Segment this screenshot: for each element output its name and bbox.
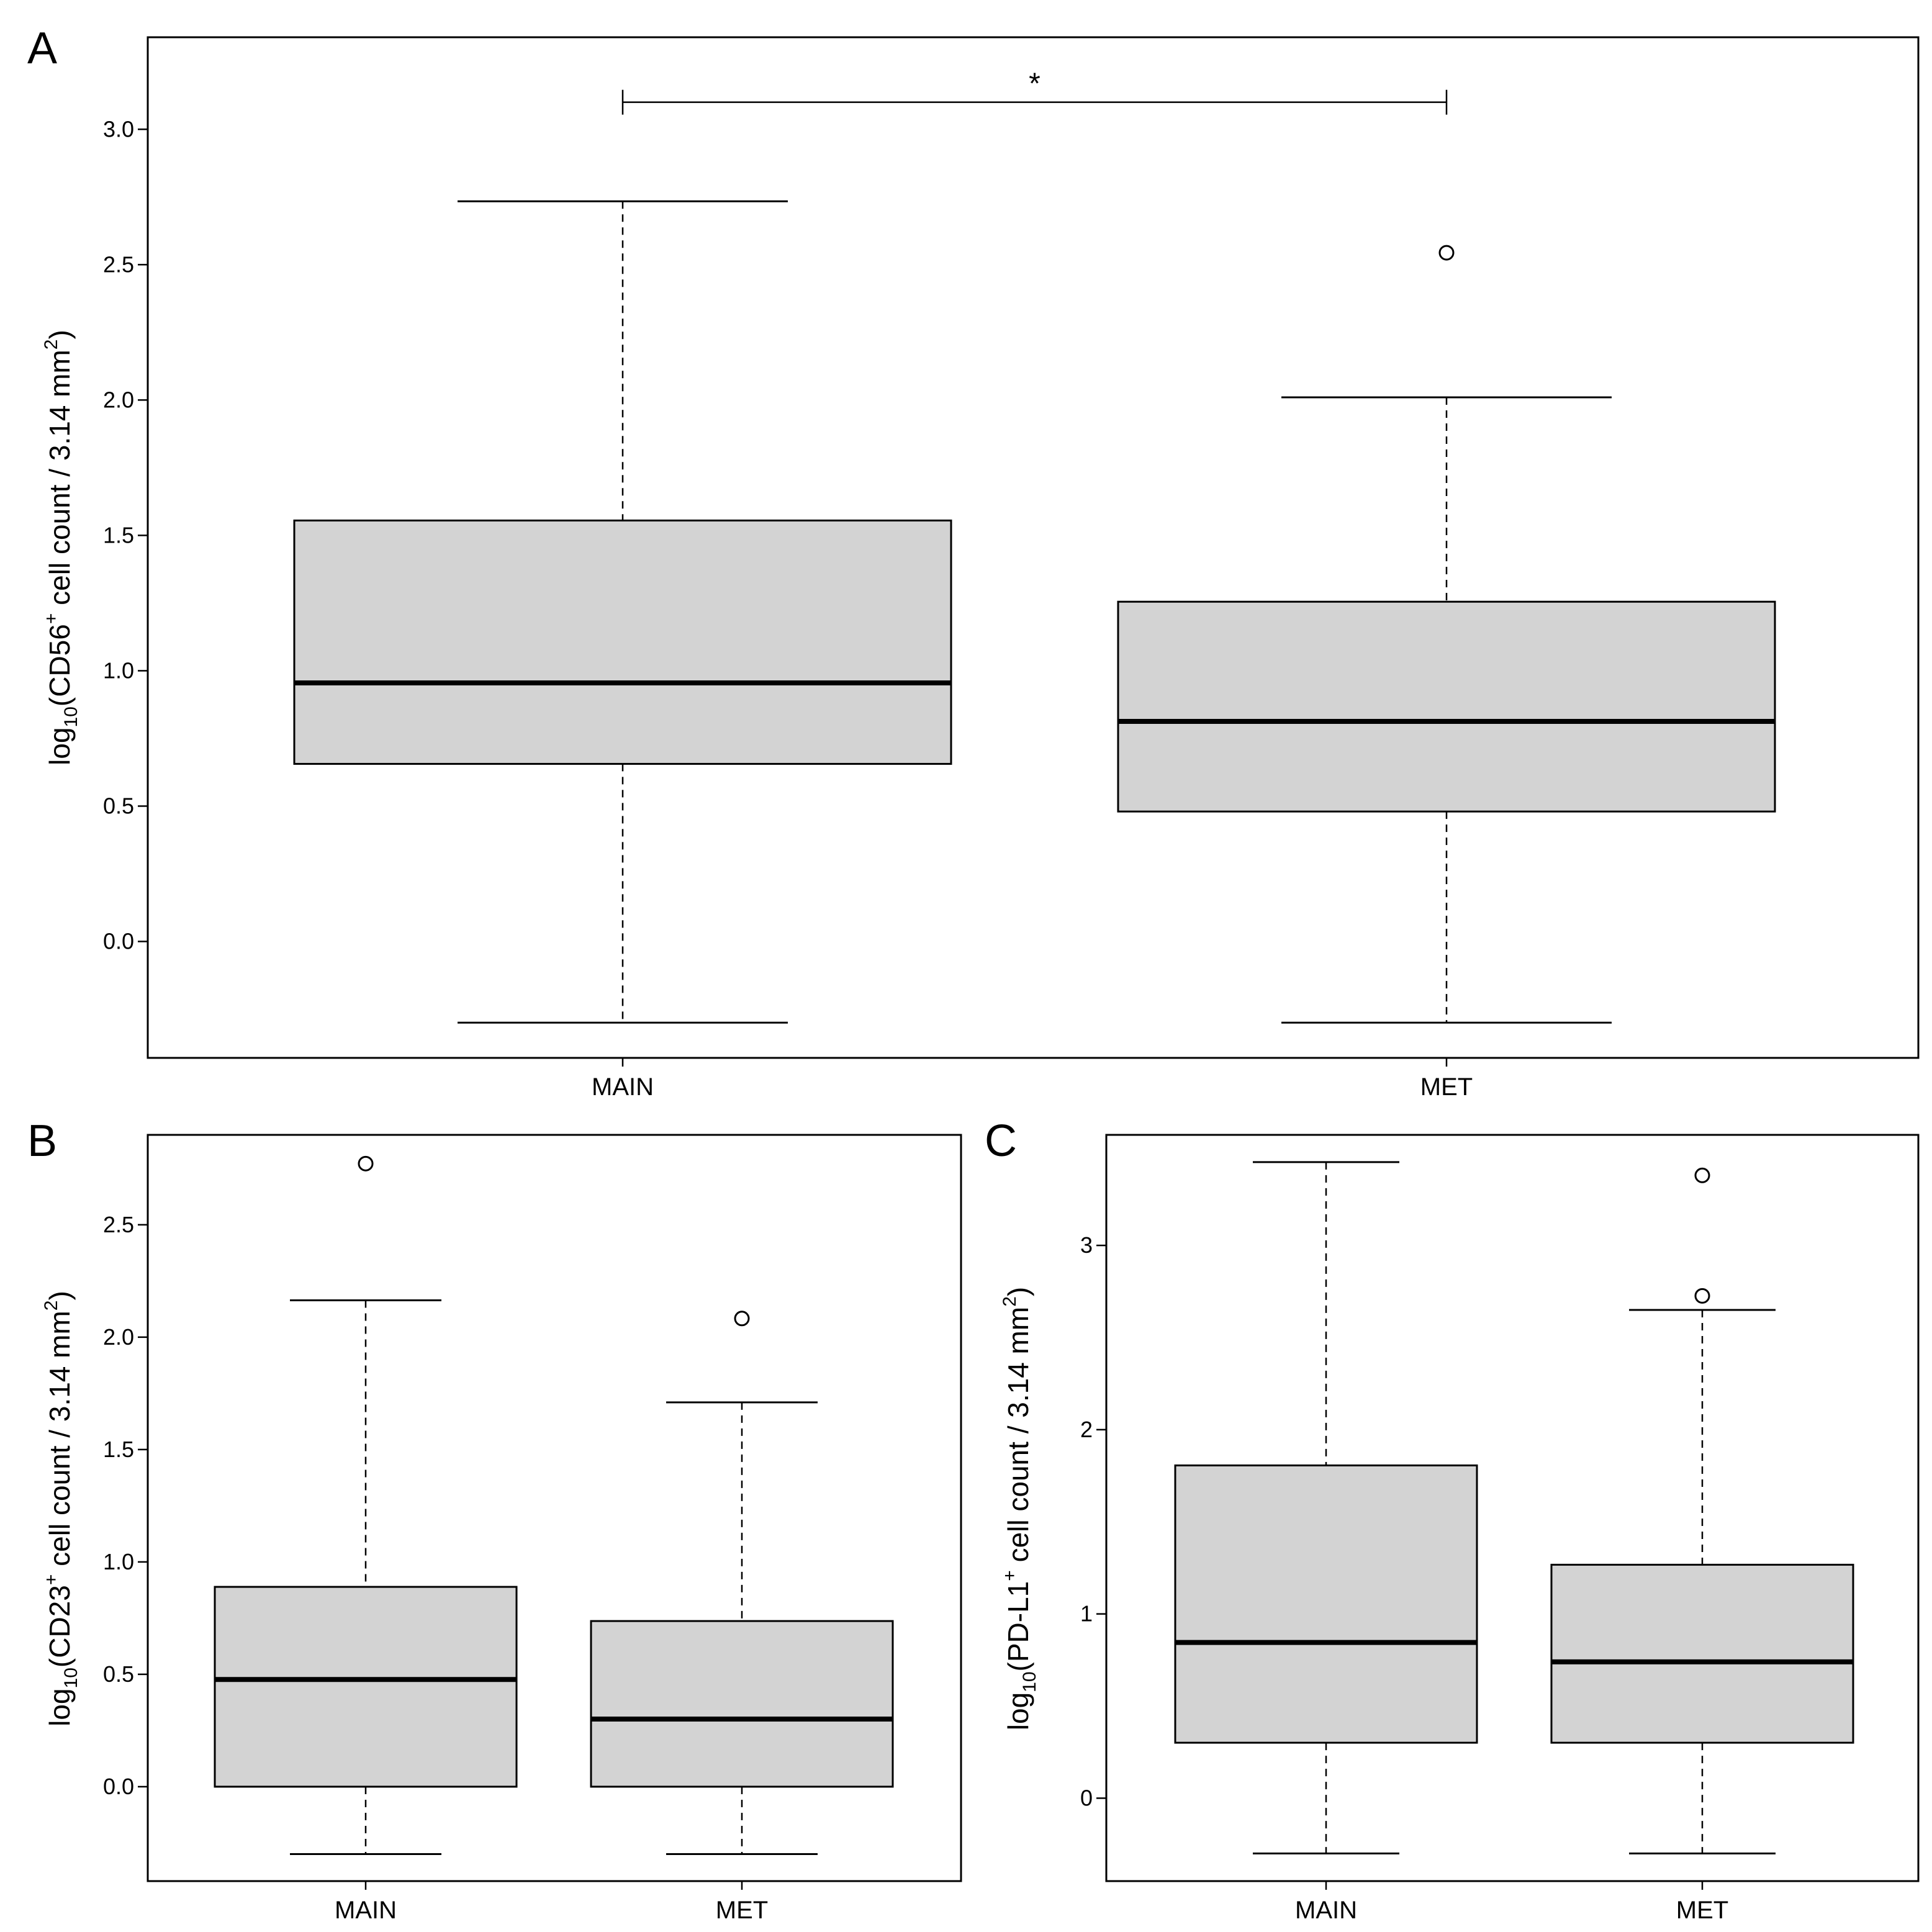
outlier-point bbox=[1438, 245, 1455, 261]
x-category-label: MET bbox=[716, 1897, 768, 1924]
y-tick-label: 0.0 bbox=[103, 1774, 134, 1799]
y-axis-label-b: log10(CD23+ cell count / 3.14 mm2) bbox=[41, 1291, 81, 1727]
box-iqr bbox=[590, 1620, 894, 1788]
y-tick-label: 2.0 bbox=[103, 387, 134, 412]
x-categories-b: MAIN MET bbox=[335, 1881, 768, 1924]
box-iqr bbox=[1174, 1464, 1478, 1744]
panel-c: C log10(PD-L1+ cell count / 3.14 mm2) 0 1… bbox=[985, 1116, 1920, 1924]
plot-frame-c bbox=[1105, 1134, 1920, 1882]
y-axis-label-c: log10(PD-L1+ cell count / 3.14 mm2) bbox=[1000, 1287, 1040, 1730]
y-tick-label: 0.0 bbox=[103, 928, 134, 954]
y-ticks-c: 0 1 2 3 bbox=[1080, 1232, 1106, 1810]
x-category-label: MAIN bbox=[1295, 1897, 1357, 1924]
outlier-point bbox=[1694, 1167, 1710, 1183]
significance-label: * bbox=[1029, 68, 1040, 101]
y-tick-label: 1.5 bbox=[103, 522, 134, 548]
box-iqr bbox=[1117, 600, 1776, 813]
y-tick-label: 0.5 bbox=[103, 793, 134, 818]
y-tick-label: 1.0 bbox=[103, 657, 134, 683]
boxes-a bbox=[293, 200, 1776, 1024]
significance-a: * bbox=[621, 68, 1448, 115]
plot-frame-b bbox=[147, 1134, 962, 1882]
y-tick-label: 2.0 bbox=[103, 1324, 134, 1350]
plot-frame-a bbox=[147, 36, 1920, 1059]
x-category-label: MAIN bbox=[335, 1897, 397, 1924]
y-tick-label: 2.5 bbox=[103, 1212, 134, 1237]
box-iqr bbox=[214, 1586, 518, 1788]
y-tick-label: 0 bbox=[1080, 1785, 1093, 1810]
y-tick-label: 0.5 bbox=[103, 1661, 134, 1687]
y-axis-label-a: log10(CD56+ cell count / 3.14 mm2) bbox=[41, 330, 81, 765]
x-categories-a: MAIN MET bbox=[592, 1058, 1473, 1101]
x-category-label: MET bbox=[1676, 1897, 1728, 1924]
panel-letter-a: A bbox=[27, 24, 57, 73]
x-category-label: MAIN bbox=[592, 1073, 654, 1101]
boxes-c bbox=[1174, 1161, 1854, 1854]
panel-letter-b: B bbox=[27, 1116, 57, 1166]
outlier-point bbox=[734, 1311, 750, 1327]
y-tick-label: 1 bbox=[1080, 1601, 1093, 1627]
y-tick-label: 3 bbox=[1080, 1232, 1093, 1258]
y-tick-label: 2 bbox=[1080, 1417, 1093, 1442]
boxes-b bbox=[214, 1155, 894, 1856]
x-category-label: MET bbox=[1420, 1073, 1473, 1101]
outlier-point bbox=[1694, 1288, 1710, 1304]
y-ticks-a: 0.0 0.5 1.0 1.5 2.0 2.5 3.0 bbox=[103, 116, 148, 954]
box-iqr bbox=[1550, 1563, 1854, 1744]
y-tick-label: 1.0 bbox=[103, 1549, 134, 1574]
box-iqr bbox=[293, 519, 952, 765]
x-categories-c: MAIN MET bbox=[1295, 1881, 1728, 1924]
y-tick-label: 2.5 bbox=[103, 251, 134, 277]
y-ticks-b: 0.0 0.5 1.0 1.5 2.0 2.5 bbox=[103, 1212, 148, 1799]
panel-letter-c: C bbox=[985, 1116, 1017, 1166]
outlier-point bbox=[358, 1155, 374, 1171]
y-tick-label: 3.0 bbox=[103, 116, 134, 142]
y-tick-label: 1.5 bbox=[103, 1437, 134, 1462]
panel-a: A log10(CD56+ cell count / 3.14 mm2) 0.0… bbox=[27, 24, 1920, 1101]
panel-b: B log10(CD23+ cell count / 3.14 mm2) 0.0… bbox=[27, 1116, 962, 1924]
